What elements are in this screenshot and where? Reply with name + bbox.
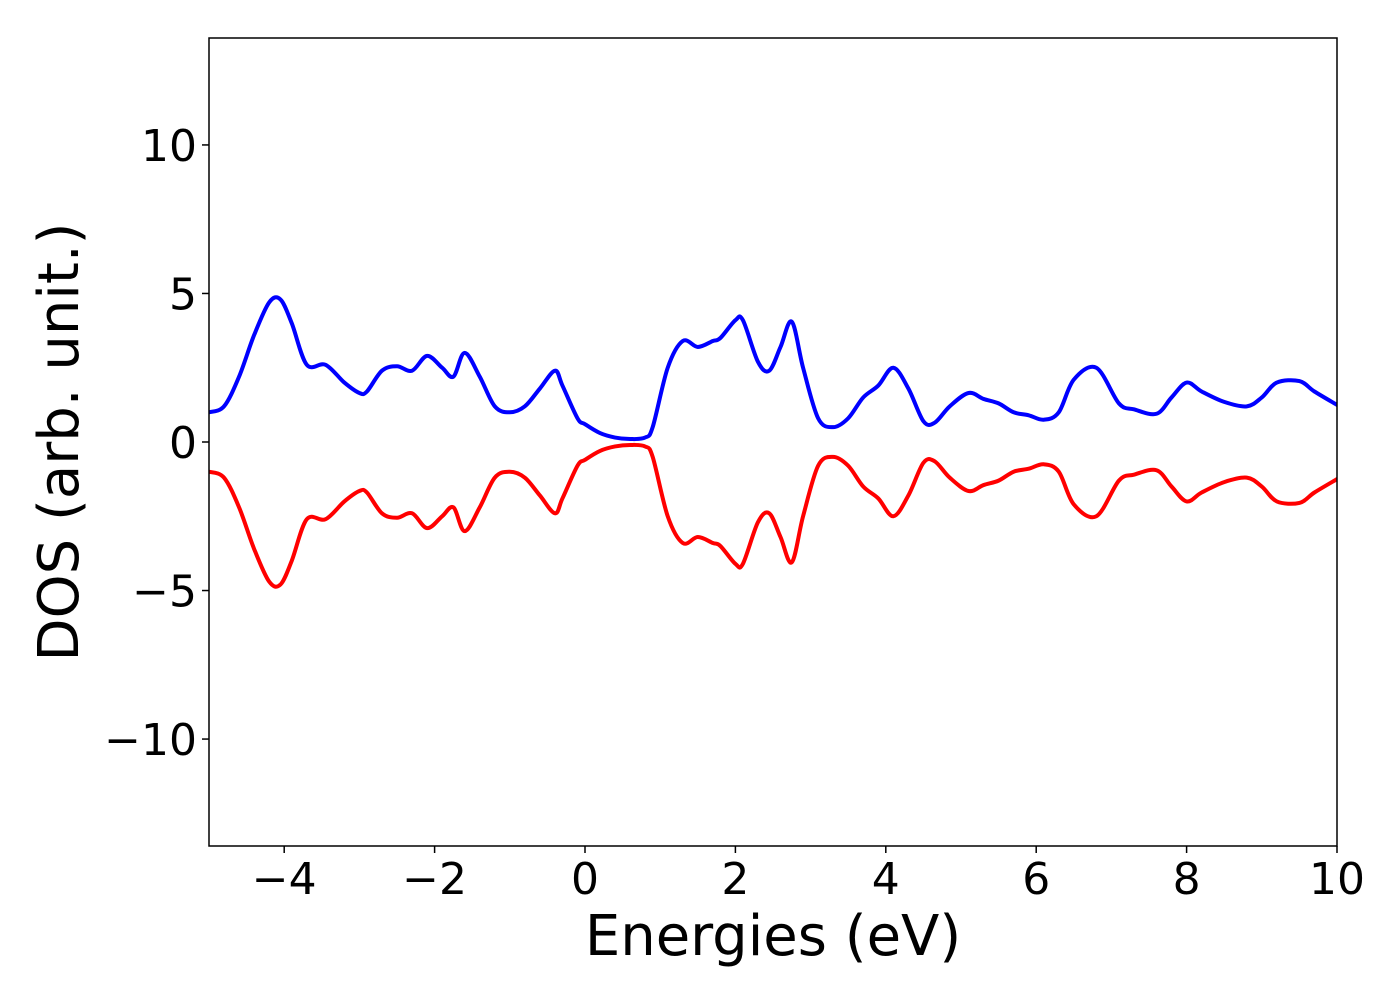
x-tick-label: −4 — [252, 854, 317, 905]
x-axis-ticks: −4 −2 0 2 4 6 8 10 — [252, 846, 1365, 905]
series-layer — [209, 295, 1337, 589]
y-tick-label: 5 — [169, 269, 197, 320]
series-line-2 — [209, 442, 1337, 589]
x-tick-label: 0 — [571, 854, 599, 905]
x-tick-label: 4 — [872, 854, 900, 905]
y-axis-label: DOS (arb. unit.) — [27, 222, 92, 661]
y-tick-label: 10 — [141, 121, 197, 172]
x-tick-label: 10 — [1309, 854, 1365, 905]
x-tick-label: 6 — [1022, 854, 1050, 905]
y-tick-label: −10 — [104, 715, 197, 766]
x-tick-label: 8 — [1173, 854, 1201, 905]
x-tick-label: 2 — [721, 854, 749, 905]
series-line-1 — [209, 295, 1337, 442]
y-axis-ticks: 10 5 0 −5 −10 — [104, 121, 209, 766]
y-tick-label: 0 — [169, 418, 197, 469]
plot-frame — [208, 37, 1338, 847]
x-tick-label: −2 — [402, 854, 467, 905]
y-tick-label: −5 — [132, 567, 197, 618]
x-axis-label: Energies (eV) — [585, 904, 961, 969]
